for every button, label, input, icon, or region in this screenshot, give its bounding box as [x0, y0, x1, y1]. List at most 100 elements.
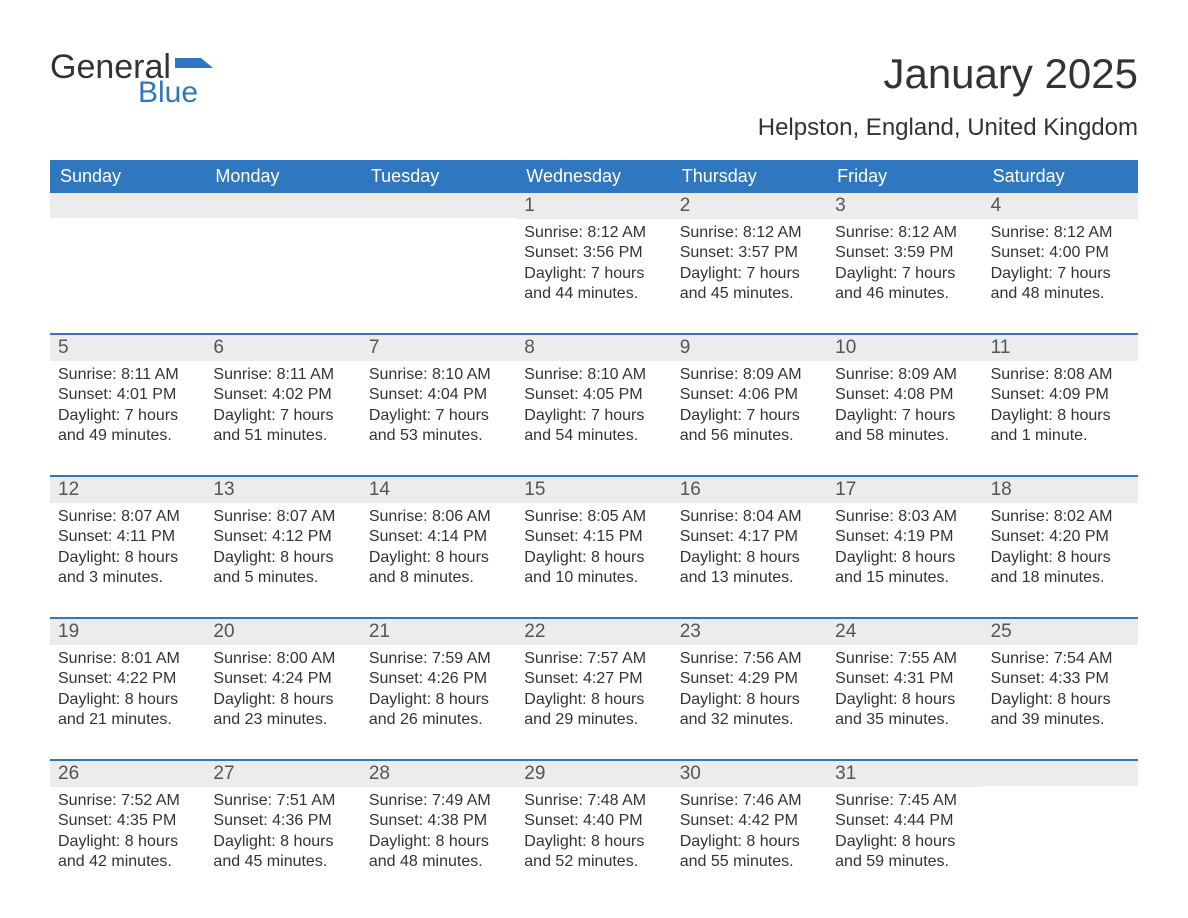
sunset-line: Sunset: 4:02 PM: [213, 385, 352, 405]
daylight-line: Daylight: 8 hours and 13 minutes.: [680, 548, 819, 589]
sunrise-line: Sunrise: 8:04 AM: [680, 507, 819, 527]
day-number: 24: [827, 619, 982, 645]
daylight-line: Daylight: 8 hours and 23 minutes.: [213, 690, 352, 731]
sunrise-line: Sunrise: 8:12 AM: [680, 223, 819, 243]
sunrise-line: Sunrise: 8:07 AM: [58, 507, 197, 527]
day-body: Sunrise: 7:49 AMSunset: 4:38 PMDaylight:…: [361, 787, 516, 873]
day-number: 7: [361, 335, 516, 361]
daylight-line: Daylight: 8 hours and 3 minutes.: [58, 548, 197, 589]
weekday-header: Sunday: [50, 160, 205, 193]
day-number: [205, 193, 360, 218]
daylight-line: Daylight: 8 hours and 45 minutes.: [213, 832, 352, 873]
day-number: 19: [50, 619, 205, 645]
day-body: Sunrise: 8:10 AMSunset: 4:05 PMDaylight:…: [516, 361, 671, 447]
calendar-cell: 25Sunrise: 7:54 AMSunset: 4:33 PMDayligh…: [983, 619, 1138, 741]
sunset-line: Sunset: 3:56 PM: [524, 243, 663, 263]
sunset-line: Sunset: 4:09 PM: [991, 385, 1130, 405]
calendar-cell: 16Sunrise: 8:04 AMSunset: 4:17 PMDayligh…: [672, 477, 827, 599]
day-body: Sunrise: 8:08 AMSunset: 4:09 PMDaylight:…: [983, 361, 1138, 447]
calendar-cell: 27Sunrise: 7:51 AMSunset: 4:36 PMDayligh…: [205, 761, 360, 883]
daylight-line: Daylight: 8 hours and 55 minutes.: [680, 832, 819, 873]
day-number: 15: [516, 477, 671, 503]
day-number: 17: [827, 477, 982, 503]
calendar-cell: 8Sunrise: 8:10 AMSunset: 4:05 PMDaylight…: [516, 335, 671, 457]
day-body: Sunrise: 7:46 AMSunset: 4:42 PMDaylight:…: [672, 787, 827, 873]
sunrise-line: Sunrise: 8:10 AM: [369, 365, 508, 385]
calendar-cell: 31Sunrise: 7:45 AMSunset: 4:44 PMDayligh…: [827, 761, 982, 883]
sunset-line: Sunset: 4:22 PM: [58, 669, 197, 689]
day-body: Sunrise: 8:12 AMSunset: 3:57 PMDaylight:…: [672, 219, 827, 305]
logo-word-blue: Blue: [138, 78, 213, 108]
day-number: 16: [672, 477, 827, 503]
sunrise-line: Sunrise: 8:11 AM: [58, 365, 197, 385]
day-number: 5: [50, 335, 205, 361]
day-number: 6: [205, 335, 360, 361]
day-number: 8: [516, 335, 671, 361]
daylight-line: Daylight: 7 hours and 51 minutes.: [213, 406, 352, 447]
sunset-line: Sunset: 4:26 PM: [369, 669, 508, 689]
day-body: [205, 218, 360, 222]
daylight-line: Daylight: 8 hours and 1 minute.: [991, 406, 1130, 447]
sunrise-line: Sunrise: 7:57 AM: [524, 649, 663, 669]
day-number: 18: [983, 477, 1138, 503]
daylight-line: Daylight: 8 hours and 42 minutes.: [58, 832, 197, 873]
day-body: Sunrise: 7:54 AMSunset: 4:33 PMDaylight:…: [983, 645, 1138, 731]
sunrise-line: Sunrise: 7:48 AM: [524, 791, 663, 811]
day-body: Sunrise: 7:57 AMSunset: 4:27 PMDaylight:…: [516, 645, 671, 731]
day-body: Sunrise: 8:06 AMSunset: 4:14 PMDaylight:…: [361, 503, 516, 589]
sunrise-line: Sunrise: 7:55 AM: [835, 649, 974, 669]
calendar-cell: [361, 193, 516, 315]
daylight-line: Daylight: 7 hours and 56 minutes.: [680, 406, 819, 447]
sunset-line: Sunset: 4:20 PM: [991, 527, 1130, 547]
sunrise-line: Sunrise: 7:49 AM: [369, 791, 508, 811]
sunset-line: Sunset: 4:12 PM: [213, 527, 352, 547]
calendar-cell: 10Sunrise: 8:09 AMSunset: 4:08 PMDayligh…: [827, 335, 982, 457]
calendar-cell: 14Sunrise: 8:06 AMSunset: 4:14 PMDayligh…: [361, 477, 516, 599]
sunrise-line: Sunrise: 7:59 AM: [369, 649, 508, 669]
day-body: Sunrise: 8:07 AMSunset: 4:11 PMDaylight:…: [50, 503, 205, 589]
day-number: 13: [205, 477, 360, 503]
calendar-cell: 17Sunrise: 8:03 AMSunset: 4:19 PMDayligh…: [827, 477, 982, 599]
sunrise-line: Sunrise: 8:05 AM: [524, 507, 663, 527]
sunset-line: Sunset: 4:06 PM: [680, 385, 819, 405]
calendar-cell: 26Sunrise: 7:52 AMSunset: 4:35 PMDayligh…: [50, 761, 205, 883]
day-number: 20: [205, 619, 360, 645]
day-body: Sunrise: 8:09 AMSunset: 4:06 PMDaylight:…: [672, 361, 827, 447]
daylight-line: Daylight: 8 hours and 35 minutes.: [835, 690, 974, 731]
sunrise-line: Sunrise: 8:12 AM: [524, 223, 663, 243]
day-number: [50, 193, 205, 218]
sunset-line: Sunset: 4:31 PM: [835, 669, 974, 689]
sunset-line: Sunset: 4:08 PM: [835, 385, 974, 405]
calendar-cell: 15Sunrise: 8:05 AMSunset: 4:15 PMDayligh…: [516, 477, 671, 599]
day-number: 3: [827, 193, 982, 219]
daylight-line: Daylight: 8 hours and 32 minutes.: [680, 690, 819, 731]
day-body: Sunrise: 8:12 AMSunset: 3:59 PMDaylight:…: [827, 219, 982, 305]
day-body: Sunrise: 8:11 AMSunset: 4:02 PMDaylight:…: [205, 361, 360, 447]
daylight-line: Daylight: 8 hours and 15 minutes.: [835, 548, 974, 589]
daylight-line: Daylight: 8 hours and 21 minutes.: [58, 690, 197, 731]
day-body: Sunrise: 8:12 AMSunset: 4:00 PMDaylight:…: [983, 219, 1138, 305]
calendar-cell: [983, 761, 1138, 883]
day-number: 21: [361, 619, 516, 645]
day-body: Sunrise: 8:12 AMSunset: 3:56 PMDaylight:…: [516, 219, 671, 305]
day-body: Sunrise: 8:01 AMSunset: 4:22 PMDaylight:…: [50, 645, 205, 731]
sunrise-line: Sunrise: 7:45 AM: [835, 791, 974, 811]
sunrise-line: Sunrise: 8:11 AM: [213, 365, 352, 385]
day-number: 2: [672, 193, 827, 219]
sunset-line: Sunset: 3:57 PM: [680, 243, 819, 263]
sunrise-line: Sunrise: 8:08 AM: [991, 365, 1130, 385]
sunrise-line: Sunrise: 8:09 AM: [680, 365, 819, 385]
sunrise-line: Sunrise: 7:54 AM: [991, 649, 1130, 669]
sunrise-line: Sunrise: 8:01 AM: [58, 649, 197, 669]
daylight-line: Daylight: 8 hours and 59 minutes.: [835, 832, 974, 873]
day-body: Sunrise: 7:56 AMSunset: 4:29 PMDaylight:…: [672, 645, 827, 731]
weekday-header: Wednesday: [516, 160, 671, 193]
sunset-line: Sunset: 4:36 PM: [213, 811, 352, 831]
calendar-cell: 23Sunrise: 7:56 AMSunset: 4:29 PMDayligh…: [672, 619, 827, 741]
sunset-line: Sunset: 4:19 PM: [835, 527, 974, 547]
day-number: [361, 193, 516, 218]
sunrise-line: Sunrise: 8:06 AM: [369, 507, 508, 527]
sunset-line: Sunset: 4:15 PM: [524, 527, 663, 547]
sunset-line: Sunset: 4:05 PM: [524, 385, 663, 405]
day-number: 11: [983, 335, 1138, 361]
